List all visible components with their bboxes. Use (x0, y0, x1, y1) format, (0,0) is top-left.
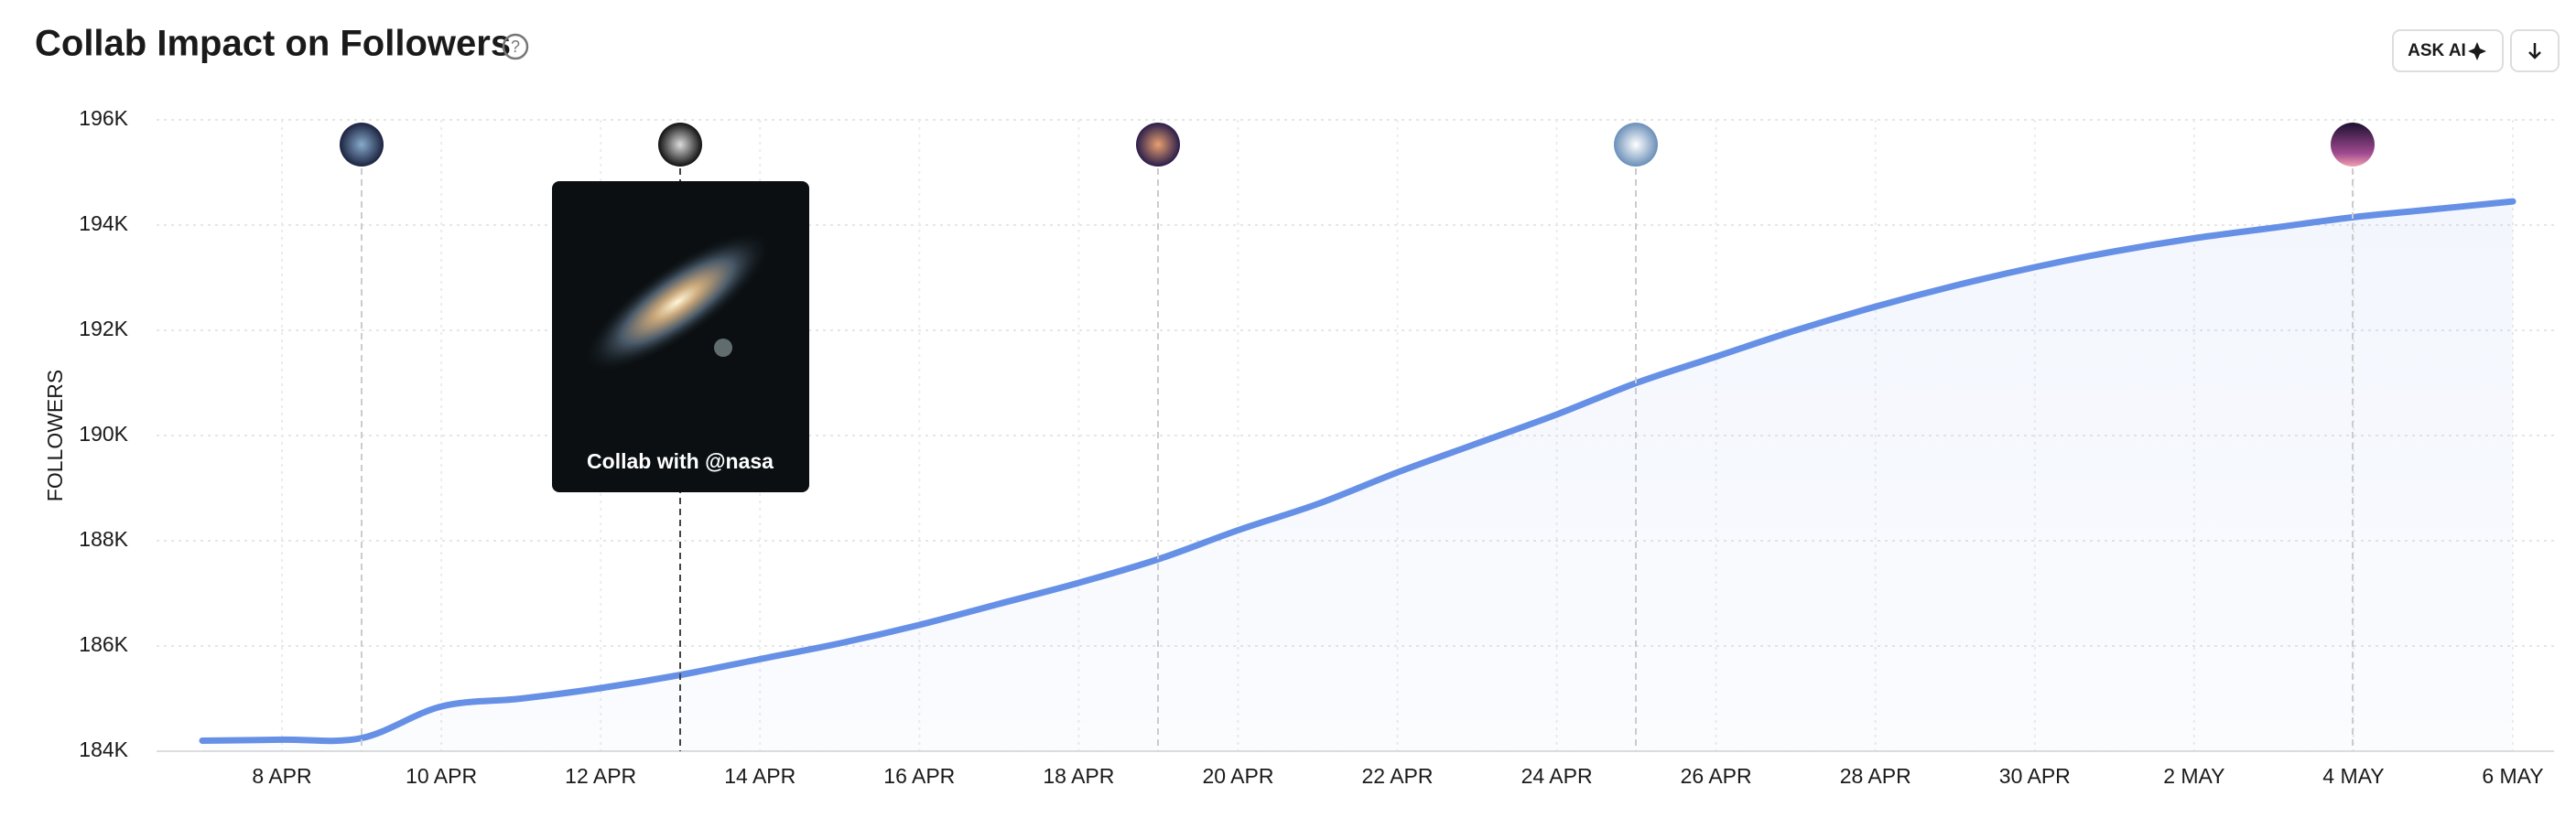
download-icon (2528, 43, 2541, 59)
download-button[interactable] (2510, 29, 2560, 72)
line (199, 198, 2516, 745)
x-tick-label: 14 APR (724, 764, 796, 788)
button-label: ASK AI (2408, 41, 2466, 60)
x-tick-label: 20 APR (1202, 764, 1273, 788)
x-tick-label: 28 APR (1840, 764, 1911, 788)
tooltip-text: Collab with @nasa (587, 449, 774, 473)
collab-markers (340, 123, 2375, 751)
ask-ai-button[interactable]: ASK AI (2392, 29, 2504, 72)
x-tick-label: 6 MAY (2482, 764, 2543, 788)
sparkle-icon (2468, 42, 2486, 60)
y-tick-label: 186K (79, 632, 128, 656)
x-tick-label: 26 APR (1681, 764, 1752, 788)
x-tick-label: 24 APR (1521, 764, 1593, 788)
x-tick-label: 2 MAY (2163, 764, 2224, 788)
y-axis-label: FOLLOWERS (43, 370, 67, 501)
x-tick-label: 10 APR (406, 764, 477, 788)
collab-thumbnail[interactable] (1136, 123, 1180, 167)
plot: 184K 186K 188K 190K 192K 194K 196K 8 APR 10 APR 1… (79, 106, 2554, 788)
y-tick-label: 194K (79, 211, 128, 235)
y-tick-label: 196K (79, 106, 128, 130)
x-tick-label: 12 APR (565, 764, 636, 788)
help-icon[interactable] (502, 33, 529, 60)
x-tick-label: 22 APR (1362, 764, 1434, 788)
x-tick-label: 30 APR (1999, 764, 2071, 788)
y-tick-label: 184K (79, 737, 128, 761)
y-tick-label: 192K (79, 317, 128, 340)
galaxy-image (585, 232, 770, 371)
collab-thumbnail[interactable] (340, 123, 384, 167)
x-tick-label: 18 APR (1043, 764, 1114, 788)
collab-thumbnail[interactable] (658, 123, 702, 167)
collab-thumbnail[interactable] (1614, 123, 1658, 167)
area (202, 201, 2513, 751)
help-icon-text: ? (511, 38, 520, 56)
collab-thumbnail[interactable] (2331, 123, 2375, 167)
galaxy-image (714, 339, 732, 357)
y-tick-label: 188K (79, 527, 128, 551)
y-tick-label: 190K (79, 422, 128, 446)
x-tick-label: 8 APR (252, 764, 311, 788)
x-tick-label: 16 APR (883, 764, 955, 788)
button-frame (2392, 29, 2504, 72)
title: Collab Impact on Followers (35, 24, 511, 64)
tooltip: Collab with @nasa (552, 181, 809, 492)
x-tick-label: 4 MAY (2322, 764, 2384, 788)
